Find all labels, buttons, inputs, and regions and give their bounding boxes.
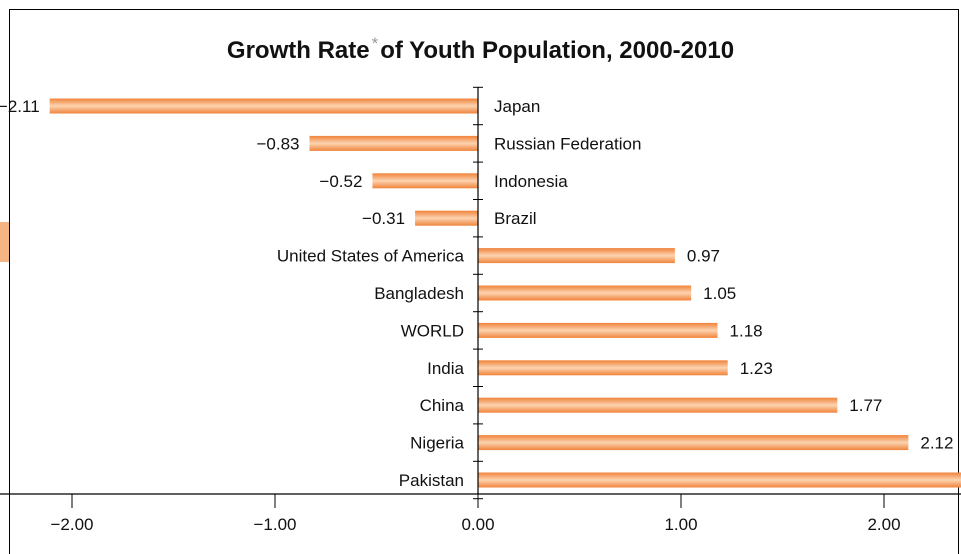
data-label: −0.52 (319, 172, 362, 191)
data-label: 1.18 (730, 321, 763, 340)
category-label: Japan (494, 97, 540, 116)
chart-title: Growth Rate *of Youth Population, 2000-20… (0, 34, 961, 65)
chart-frame (9, 9, 959, 554)
bar (478, 435, 909, 451)
x-tick-label: −2.00 (50, 515, 93, 534)
category-label: India (427, 359, 464, 378)
category-label: Nigeria (410, 434, 464, 453)
category-label: WORLD (401, 321, 464, 340)
data-label: −0.31 (362, 209, 405, 228)
chart-title-main: Growth Rate (226, 37, 370, 64)
category-label: Brazil (494, 209, 537, 228)
category-label: Pakistan (399, 471, 464, 490)
data-label: −0.83 (256, 134, 299, 153)
x-tick-label: 2.00 (867, 515, 900, 534)
bar (478, 285, 692, 301)
labels-group: −3.00−2.00−1.000.001.002.003.00Japan−2.1… (0, 97, 953, 534)
bar (415, 210, 478, 226)
x-tick-label: 1.00 (664, 515, 697, 534)
bar (372, 173, 478, 189)
bar (478, 360, 728, 376)
data-label: 1.05 (703, 284, 736, 303)
axes-group (0, 86, 961, 508)
data-label: 2.12 (920, 434, 953, 453)
data-label: 1.77 (849, 396, 882, 415)
data-label: −2.11 (0, 97, 40, 116)
category-label: Russian Federation (494, 134, 641, 153)
bars-group (49, 98, 961, 488)
chart-title-asterisk: * (371, 34, 379, 53)
category-label: Indonesia (494, 172, 568, 191)
category-label: Bangladesh (374, 284, 464, 303)
side-accent-tab (0, 222, 9, 262)
category-label: China (420, 396, 465, 415)
chart-title-suffix: of Youth Population, 2000-2010 (380, 37, 735, 64)
bar (478, 397, 838, 413)
category-label: United States of America (277, 247, 465, 266)
bar (478, 472, 961, 488)
bar (309, 135, 478, 151)
x-tick-label: 0.00 (461, 515, 494, 534)
x-tick-label: −1.00 (253, 515, 296, 534)
data-label: 0.97 (687, 247, 720, 266)
bar (478, 322, 718, 338)
bar (49, 98, 479, 114)
data-label: 1.23 (740, 359, 773, 378)
bar (478, 248, 675, 264)
